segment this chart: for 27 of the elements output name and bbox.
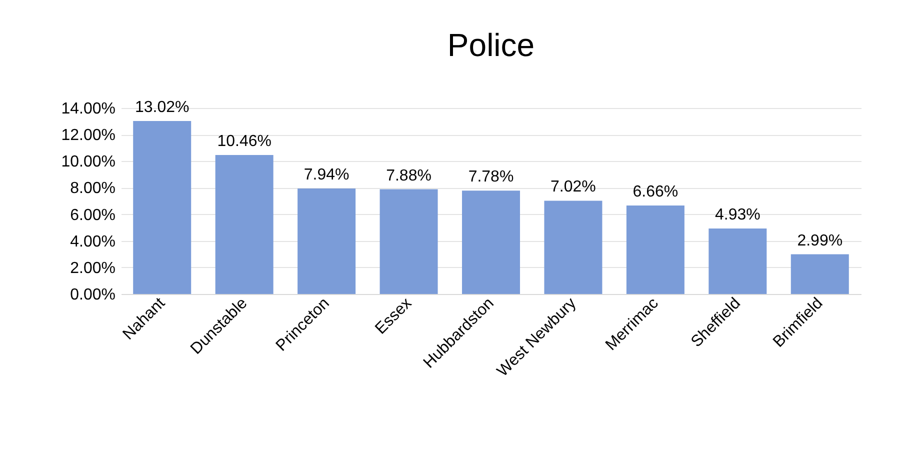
y-tick-label: 8.00%	[70, 180, 116, 198]
data-label: 7.02%	[550, 178, 596, 196]
bar	[380, 189, 438, 294]
bar	[462, 190, 520, 294]
bar	[626, 206, 684, 294]
data-label: 6.66%	[632, 184, 678, 201]
y-tick-label: 14.00%	[61, 100, 116, 118]
bar	[215, 155, 274, 294]
bar	[544, 200, 602, 294]
data-label: 7.78%	[468, 168, 514, 186]
y-tick-label: 0.00%	[70, 286, 116, 304]
data-label: 10.46%	[217, 133, 272, 150]
y-tick-label: 4.00%	[70, 233, 116, 250]
data-label: 2.99%	[797, 232, 843, 250]
bar	[133, 121, 192, 294]
bar	[298, 188, 356, 294]
data-label: 4.93%	[714, 206, 760, 224]
bar	[708, 228, 767, 294]
data-label: 7.94%	[304, 166, 350, 184]
y-tick-label: 12.00%	[61, 127, 116, 144]
chart-title: Police	[447, 27, 535, 64]
y-tick-label: 10.00%	[61, 154, 116, 171]
y-tick-label: 2.00%	[70, 260, 116, 277]
y-tick-label: 6.00%	[70, 206, 116, 224]
data-label: 13.02%	[134, 99, 190, 116]
data-label: 7.88%	[386, 167, 432, 184]
bar	[790, 254, 849, 294]
